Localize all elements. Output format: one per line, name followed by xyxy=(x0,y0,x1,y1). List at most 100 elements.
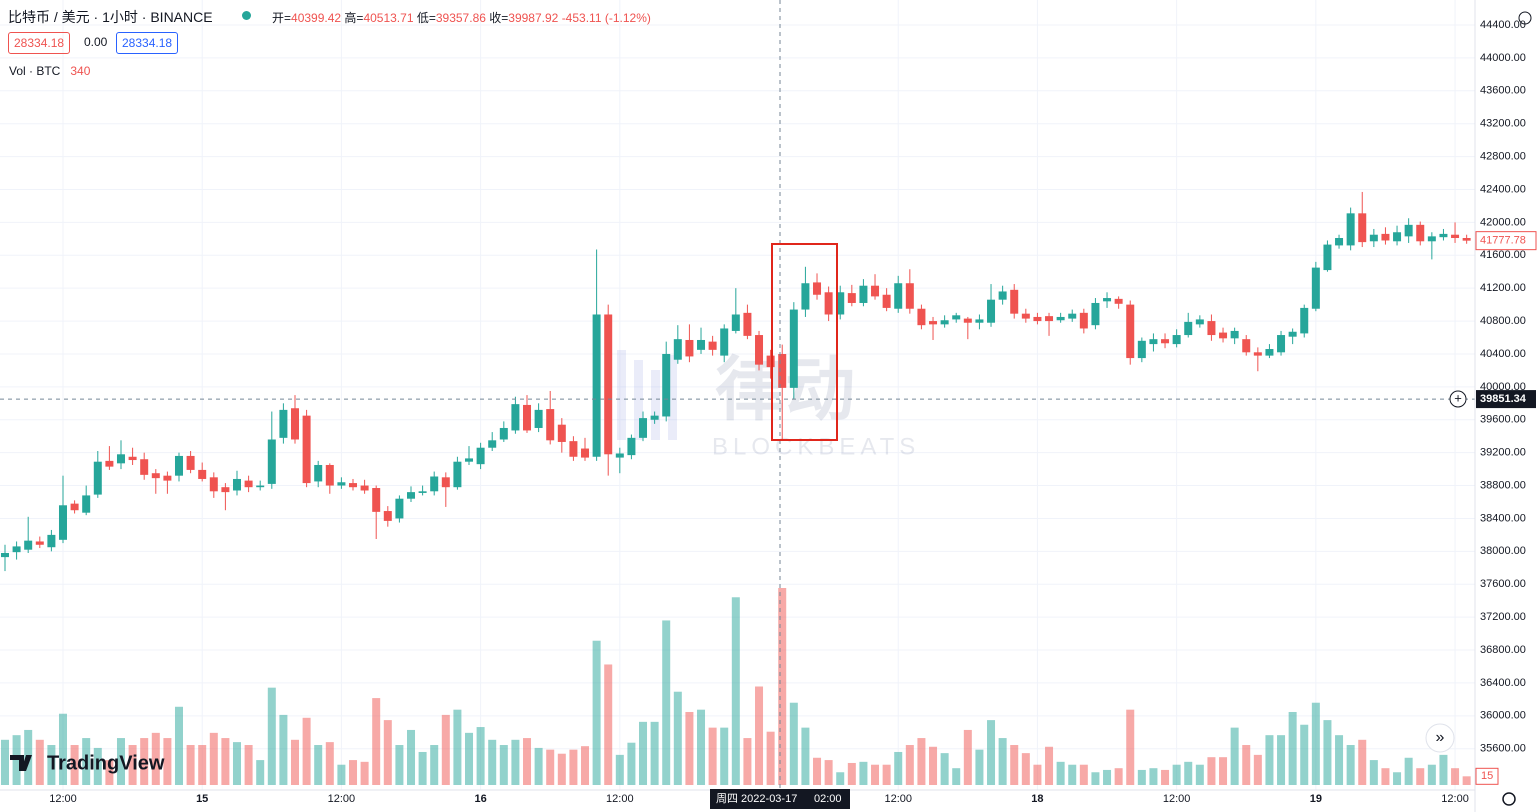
volume-bar xyxy=(871,764,880,785)
candle-body xyxy=(615,453,624,458)
volume-bar xyxy=(1230,727,1239,785)
candle-body xyxy=(847,293,856,303)
volume-bar xyxy=(894,751,903,785)
candle-body xyxy=(1381,233,1390,241)
crosshair-time-box xyxy=(710,789,850,809)
watermark: 律动 BLOCKBEATS xyxy=(617,350,915,460)
candle-body xyxy=(1439,233,1448,238)
candle-body xyxy=(93,461,102,495)
candle-body xyxy=(627,437,636,456)
volume-bar xyxy=(534,747,543,785)
volume-bar xyxy=(1404,757,1413,785)
candle-body xyxy=(232,478,241,491)
y-tick-label: 42800.00 xyxy=(1480,150,1526,162)
volume-bar xyxy=(372,698,381,785)
volume-bar xyxy=(1416,768,1425,785)
volume-bar xyxy=(116,738,125,785)
volume-bar xyxy=(12,735,21,785)
candle-body xyxy=(755,335,764,365)
volume-bar xyxy=(1126,709,1135,785)
candle-body xyxy=(116,454,125,464)
volume-bar xyxy=(35,739,44,785)
y-tick-label: 41600.00 xyxy=(1480,249,1526,261)
volume-bar xyxy=(1219,757,1228,785)
volume-bar xyxy=(743,738,752,785)
candle-body xyxy=(70,503,79,511)
y-tick-label: 36000.00 xyxy=(1480,710,1526,722)
candle-body xyxy=(1358,213,1367,243)
volume-bar xyxy=(813,757,822,785)
candle-body xyxy=(1369,234,1378,242)
volume-bar xyxy=(221,738,230,785)
volume-bar xyxy=(407,729,416,785)
volume-bar xyxy=(244,745,253,785)
x-tick-label: 12:00 xyxy=(49,793,77,805)
candle-body xyxy=(929,321,938,325)
add-button[interactable] xyxy=(1449,390,1467,408)
candle-body xyxy=(244,480,253,488)
candle-body xyxy=(1033,316,1042,322)
candle-body xyxy=(360,485,369,491)
y-tick-label: 38400.00 xyxy=(1480,512,1526,524)
candle-body xyxy=(1137,340,1146,359)
y-tick-label: 40400.00 xyxy=(1480,348,1526,360)
open-value: 40399.42 xyxy=(291,11,342,25)
volume-bar xyxy=(1265,735,1274,785)
sell-price[interactable]: 28334.18 xyxy=(8,32,71,54)
candle-body xyxy=(453,461,462,488)
candle-body xyxy=(1242,339,1251,353)
volume-bar xyxy=(105,760,114,785)
candle-body xyxy=(337,482,346,486)
volume-bar xyxy=(279,714,288,785)
scroll-icon[interactable]: » xyxy=(1436,729,1445,746)
volume-bar xyxy=(1439,754,1448,785)
candle-body xyxy=(1207,321,1216,336)
volume-bar xyxy=(441,714,450,785)
volume-bar xyxy=(1021,753,1030,785)
open-label: 开= xyxy=(272,11,292,25)
volume-bar xyxy=(337,764,346,785)
volume-bar xyxy=(0,739,9,785)
scroll-button[interactable] xyxy=(1425,723,1455,753)
volume-bar xyxy=(569,749,578,785)
candle-body xyxy=(221,487,230,493)
market-status xyxy=(242,11,251,20)
candle-body xyxy=(1091,302,1100,326)
volume-bar xyxy=(1184,761,1193,785)
volume-bar xyxy=(163,738,172,785)
add-icon[interactable]: + xyxy=(1454,390,1462,405)
volume-bar xyxy=(302,717,311,785)
volume-bar xyxy=(1137,769,1146,785)
settings-icon[interactable] xyxy=(1502,792,1516,806)
volume-bar xyxy=(731,597,740,785)
buy-price[interactable]: 28334.18 xyxy=(116,32,179,54)
candle-body xyxy=(291,408,299,440)
candle-body xyxy=(140,459,149,475)
candle-body xyxy=(12,546,21,553)
y-tick-label: 43600.00 xyxy=(1480,85,1526,97)
volume-bar xyxy=(1346,745,1355,785)
volume-bar xyxy=(1381,768,1390,785)
volume-bar xyxy=(523,738,532,785)
candle-body xyxy=(1184,321,1193,336)
axes: 35600.00 36000.00 36400.00 36800.00 37200.00… xyxy=(49,19,1537,805)
volume-bar xyxy=(349,760,358,785)
y-tick-label: 44400.00 xyxy=(1480,19,1526,31)
x-tick-label: 12:00 xyxy=(606,793,634,805)
volume-bar xyxy=(395,745,404,785)
low-label: 低= xyxy=(416,11,436,25)
candle-body xyxy=(1393,232,1402,242)
candle-body xyxy=(1161,339,1170,344)
x-tick-label: 19 xyxy=(1310,793,1322,805)
volume-bar xyxy=(987,720,996,785)
volume-bar xyxy=(1451,768,1460,785)
y-tick-label: 39600.00 xyxy=(1480,414,1526,426)
volume-bar xyxy=(766,731,775,785)
volume-bar xyxy=(383,720,392,785)
spread: 0.00 xyxy=(84,35,108,49)
volume-bar xyxy=(232,742,241,785)
candle-body xyxy=(789,309,798,388)
volume-bar xyxy=(511,739,520,785)
axis-icon[interactable] xyxy=(1518,11,1532,25)
candle-body xyxy=(720,328,729,356)
